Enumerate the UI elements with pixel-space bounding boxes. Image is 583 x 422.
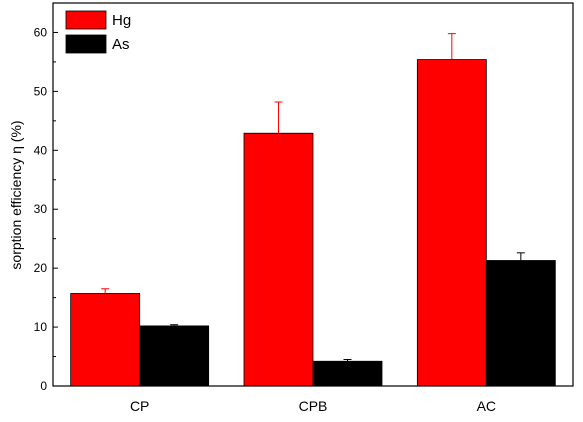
bars-group bbox=[70, 59, 556, 387]
y-axis-ticks: 0 10 20 30 40 50 60 bbox=[34, 25, 58, 393]
y-axis-title: sorption efficiency η (%) bbox=[8, 120, 24, 269]
x-category-label: AC bbox=[477, 398, 496, 414]
legend: Hg As bbox=[65, 10, 131, 54]
y-tick-label: 50 bbox=[34, 84, 48, 98]
y-tick-label: 40 bbox=[34, 143, 48, 157]
legend-label-hg: Hg bbox=[112, 12, 131, 29]
x-axis-ticks: CP CPB AC bbox=[130, 381, 496, 414]
y-tick-label: 0 bbox=[40, 379, 47, 393]
y-tick-label: 10 bbox=[34, 320, 48, 334]
bar-as-cp bbox=[139, 325, 210, 387]
error-bars-group bbox=[101, 33, 525, 362]
legend-swatch-as bbox=[65, 34, 107, 54]
y-tick-label: 60 bbox=[34, 25, 48, 39]
x-category-label: CP bbox=[130, 398, 149, 414]
bar-as-ac bbox=[485, 260, 556, 387]
y-tick-label: 20 bbox=[34, 261, 48, 275]
bar-hg-cp bbox=[70, 293, 141, 387]
bar-as-cpb bbox=[312, 360, 383, 387]
bar-hg-cpb bbox=[243, 132, 314, 387]
legend-label-as: As bbox=[112, 36, 130, 53]
y-tick-label: 30 bbox=[34, 202, 48, 216]
x-category-label: CPB bbox=[299, 398, 328, 414]
bar-hg-ac bbox=[416, 59, 487, 387]
legend-swatch-hg bbox=[65, 10, 107, 30]
